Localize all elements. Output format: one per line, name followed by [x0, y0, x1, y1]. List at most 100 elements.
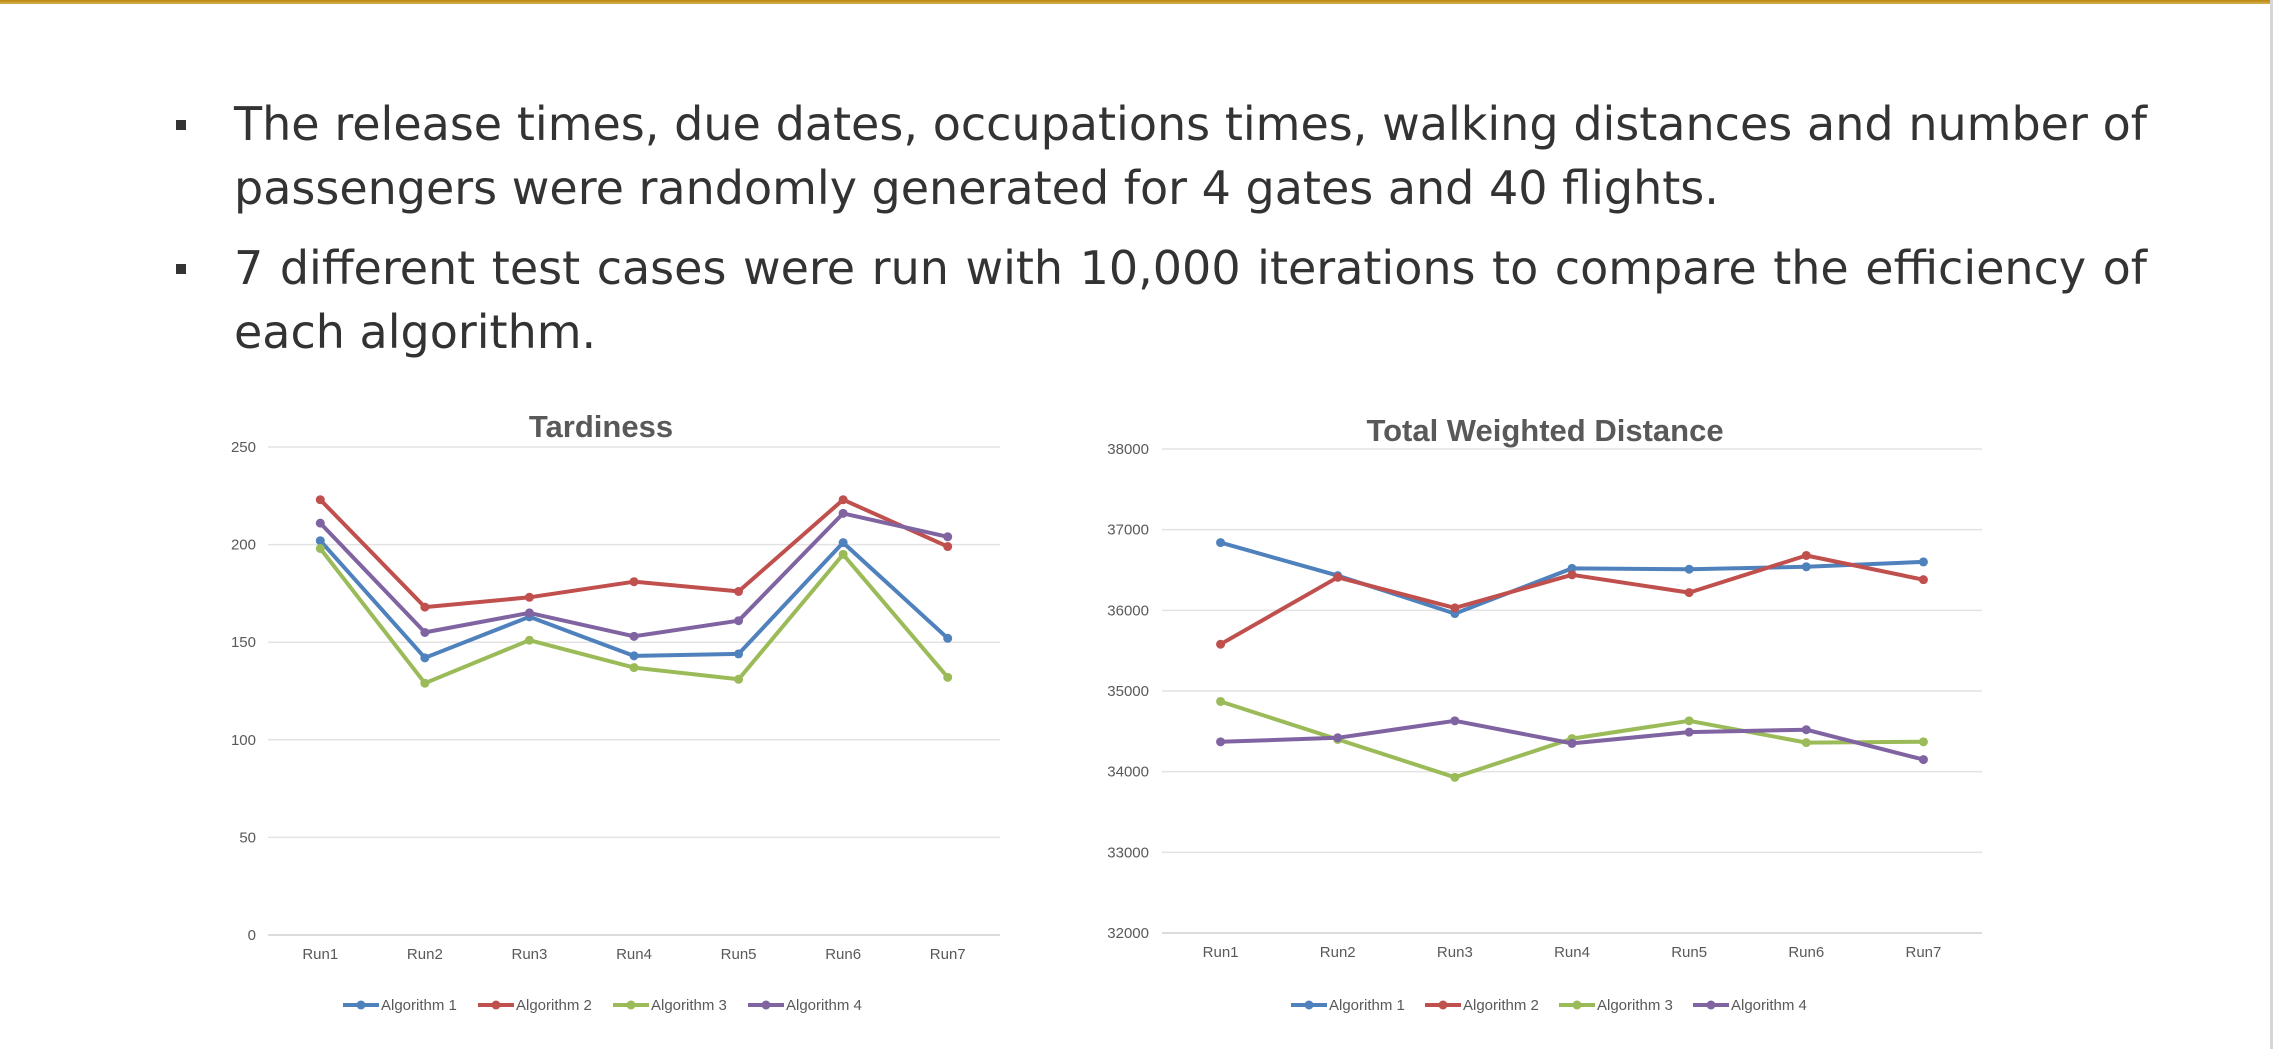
data-point-algorithm-1 — [315, 536, 325, 546]
data-point-algorithm-1 — [734, 649, 744, 659]
x-tick-label: Run5 — [721, 946, 757, 963]
data-point-algorithm-2 — [1801, 550, 1811, 560]
data-point-algorithm-2 — [1918, 575, 1928, 585]
data-point-algorithm-4 — [524, 608, 534, 618]
data-point-algorithm-4 — [315, 518, 325, 528]
data-point-algorithm-4 — [1216, 737, 1226, 747]
data-point-algorithm-4 — [1801, 725, 1811, 735]
legend-swatch-marker — [491, 1000, 501, 1010]
data-point-algorithm-4 — [1918, 755, 1928, 765]
y-tick-label: 200 — [231, 537, 256, 554]
data-point-algorithm-1 — [629, 651, 639, 661]
data-point-algorithm-4 — [1333, 733, 1343, 743]
data-point-algorithm-2 — [943, 542, 953, 552]
x-tick-label: Run2 — [407, 946, 443, 963]
chart-title: Total Weighted Distance — [1366, 413, 1723, 448]
data-point-algorithm-3 — [315, 544, 325, 554]
data-point-algorithm-1 — [1684, 564, 1694, 574]
legend-entry: Algorithm 2 — [1463, 997, 1539, 1014]
y-tick-label: 250 — [231, 439, 256, 456]
x-tick-label: Run5 — [1671, 944, 1707, 961]
legend-swatch-marker — [1706, 1000, 1716, 1010]
bullet-text: The release times, due dates, occupation… — [234, 97, 2147, 215]
data-point-algorithm-1 — [1918, 557, 1928, 567]
y-tick-label: 0 — [248, 927, 256, 944]
data-point-algorithm-2 — [838, 495, 848, 505]
data-point-algorithm-3 — [1918, 737, 1928, 747]
data-point-algorithm-3 — [420, 678, 430, 688]
data-point-algorithm-2 — [420, 602, 430, 612]
data-point-algorithm-1 — [1216, 538, 1226, 548]
x-tick-label: Run6 — [1788, 944, 1824, 961]
data-point-algorithm-4 — [1684, 727, 1694, 737]
y-tick-label: 38000 — [1107, 441, 1149, 458]
y-tick-label: 50 — [239, 829, 256, 846]
x-tick-label: Run3 — [511, 946, 547, 963]
y-tick-label: 35000 — [1107, 683, 1149, 700]
data-point-algorithm-1 — [420, 653, 430, 663]
data-point-algorithm-3 — [1216, 696, 1226, 706]
data-point-algorithm-1 — [943, 633, 953, 643]
data-point-algorithm-2 — [1684, 588, 1694, 598]
legend-swatch-marker — [356, 1000, 366, 1010]
data-point-algorithm-3 — [524, 635, 534, 645]
x-tick-label: Run7 — [1905, 944, 1941, 961]
data-point-algorithm-2 — [1333, 572, 1343, 582]
data-point-algorithm-4 — [629, 631, 639, 641]
data-point-algorithm-1 — [1567, 563, 1577, 573]
data-point-algorithm-3 — [734, 674, 744, 684]
data-point-algorithm-2 — [1216, 639, 1226, 649]
bullet-list: The release times, due dates, occupation… — [172, 92, 2147, 380]
bullet-item: The release times, due dates, occupation… — [172, 92, 2147, 220]
legend-entry: Algorithm 1 — [1329, 997, 1405, 1014]
data-point-algorithm-4 — [943, 532, 953, 542]
legend-swatch-marker — [1572, 1000, 1582, 1010]
data-point-algorithm-3 — [838, 549, 848, 559]
x-tick-label: Run2 — [1320, 944, 1356, 961]
legend-swatch-marker — [1438, 1000, 1448, 1010]
slide-right-edge — [2270, 0, 2273, 1049]
x-tick-label: Run3 — [1437, 944, 1473, 961]
x-tick-label: Run6 — [825, 946, 861, 963]
data-point-algorithm-2 — [315, 495, 325, 505]
y-tick-label: 32000 — [1107, 925, 1149, 942]
y-tick-label: 34000 — [1107, 764, 1149, 781]
x-tick-label: Run1 — [1203, 944, 1239, 961]
x-tick-label: Run4 — [1554, 944, 1590, 961]
legend-entry: Algorithm 4 — [1731, 997, 1807, 1014]
y-tick-label: 33000 — [1107, 844, 1149, 861]
y-tick-label: 100 — [231, 732, 256, 749]
data-point-algorithm-3 — [629, 663, 639, 673]
data-point-algorithm-4 — [1450, 716, 1460, 726]
y-tick-label: 36000 — [1107, 602, 1149, 619]
legend-entry: Algorithm 3 — [651, 997, 727, 1014]
legend-swatch-marker — [626, 1000, 636, 1010]
x-tick-label: Run7 — [930, 946, 966, 963]
bullet-text: 7 different test cases were run with 10,… — [234, 241, 2147, 359]
data-point-algorithm-4 — [838, 508, 848, 518]
data-point-algorithm-4 — [420, 627, 430, 637]
x-tick-label: Run1 — [302, 946, 338, 963]
legend-swatch-marker — [1304, 1000, 1314, 1010]
chart-title: Tardiness — [529, 409, 673, 444]
data-point-algorithm-4 — [1567, 738, 1577, 748]
data-point-algorithm-4 — [734, 616, 744, 626]
data-point-algorithm-2 — [734, 586, 744, 596]
legend-entry: Algorithm 3 — [1597, 997, 1673, 1014]
data-point-algorithm-2 — [524, 592, 534, 602]
y-tick-label: 150 — [231, 634, 256, 651]
data-point-algorithm-3 — [1801, 738, 1811, 748]
data-point-algorithm-2 — [1450, 603, 1460, 613]
legend-entry: Algorithm 1 — [381, 997, 457, 1014]
bullet-item: 7 different test cases were run with 10,… — [172, 236, 2147, 364]
data-point-algorithm-3 — [1684, 716, 1694, 726]
data-point-algorithm-3 — [1450, 772, 1460, 782]
data-point-algorithm-2 — [629, 577, 639, 587]
legend-entry: Algorithm 2 — [516, 997, 592, 1014]
data-point-algorithm-3 — [943, 672, 953, 682]
legend-swatch-marker — [761, 1000, 771, 1010]
y-tick-label: 37000 — [1107, 522, 1149, 539]
x-tick-label: Run4 — [616, 946, 652, 963]
